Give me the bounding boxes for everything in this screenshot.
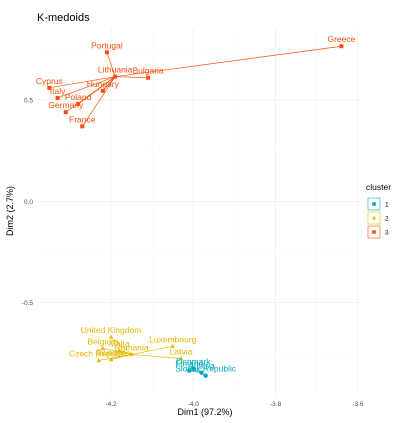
point-label: Bulgaria (132, 66, 163, 76)
cluster-2-link (110, 336, 132, 355)
point-label: Denmark (176, 357, 211, 367)
legend-label: 2 (385, 216, 389, 223)
cluster-2-link (110, 354, 132, 360)
cluster-3-link (57, 76, 116, 99)
point-label: Belgium (87, 336, 118, 346)
legend: cluster 1 2 3 (366, 182, 391, 239)
x-tick-label: -4.0 (188, 401, 200, 408)
point-label: Romania (115, 342, 149, 352)
cluster-2-point (96, 357, 101, 363)
point-label: Lithuania (98, 65, 133, 75)
x-tick-label: -4.2 (105, 401, 117, 408)
point-label: Poland (65, 92, 92, 102)
chart-title: K-medoids (37, 12, 90, 24)
cluster-2-point (178, 355, 184, 361)
cluster-hulls (49, 45, 342, 377)
cluster-3-link (81, 76, 116, 127)
cluster-1-point (203, 373, 208, 378)
cluster-3-link (65, 76, 116, 113)
y-tick-label: -0.5 (22, 300, 34, 307)
x-tick-label: -3.8 (270, 401, 282, 408)
cluster-3-point (146, 75, 151, 80)
point-label: Greece (327, 34, 355, 44)
point-label: Sweden (96, 348, 127, 358)
point-label: Luxembourg (149, 334, 197, 344)
legend-key-marker (372, 202, 376, 206)
cluster-3-point (104, 50, 109, 55)
point-label: Slovak Republic (175, 364, 237, 374)
cluster-2-point (108, 334, 114, 339)
cluster-2-link (131, 345, 173, 355)
cluster-3-point (100, 88, 105, 93)
cluster-3-point (113, 74, 118, 79)
point-label: Malta (109, 338, 130, 348)
point-label: Portugal (91, 40, 123, 50)
point-label: Hungary (87, 79, 120, 89)
x-tick-label: -3.6 (352, 401, 364, 408)
cluster-3-point (76, 102, 81, 107)
cluster-2-link (131, 354, 182, 359)
axes: -4.2 -4.0 -3.8 -3.6 0.5 0.0 -0.5 (22, 97, 364, 408)
point-label: Czech Republic (69, 349, 129, 359)
cluster-3-point (55, 95, 60, 100)
cluster-3-link (115, 76, 149, 79)
point-label: France (69, 114, 96, 124)
cluster-2-point (117, 347, 122, 353)
cluster-2-point (129, 351, 134, 357)
y-tick-label: 0.5 (24, 97, 33, 104)
legend-label: 3 (385, 230, 389, 237)
cluster-3-point (63, 110, 68, 115)
point-label: Latvia (170, 347, 193, 357)
grid (37, 28, 362, 395)
point-label: Italy (50, 86, 66, 96)
cluster-3-link (49, 76, 116, 89)
cluster-2-link (119, 350, 132, 355)
x-axis-title: Dim1 (97.2%) (177, 407, 232, 417)
cluster-2-point (100, 345, 106, 351)
cluster-1-point (199, 370, 204, 375)
point-label: Cyprus (36, 76, 63, 86)
cluster-3-link (102, 76, 116, 92)
cluster-1-point (191, 366, 196, 371)
cluster-3-point (339, 44, 344, 49)
y-tick-label: 0.0 (24, 199, 33, 206)
legend-key-marker (372, 230, 376, 234)
cluster-3-point (80, 124, 85, 129)
legend-key-marker (372, 215, 376, 220)
cluster-2-link (102, 348, 132, 355)
cluster-3-link (115, 45, 342, 78)
point-label: United Kingdom (81, 325, 141, 335)
cluster-2-point (170, 343, 175, 349)
legend-label: 1 (385, 202, 389, 209)
point-label: Austria (188, 361, 215, 371)
y-axis-title: Dim2 (2.7%) (5, 186, 15, 236)
cluster-3-link (106, 52, 116, 77)
point-label: Germany (48, 100, 84, 110)
cluster-2-point (108, 356, 114, 362)
cluster-1-point (187, 368, 192, 373)
legend-title: cluster (366, 182, 391, 192)
cluster-points (47, 44, 344, 378)
cluster-3-point (47, 85, 52, 90)
point-label: Finland (175, 359, 203, 369)
